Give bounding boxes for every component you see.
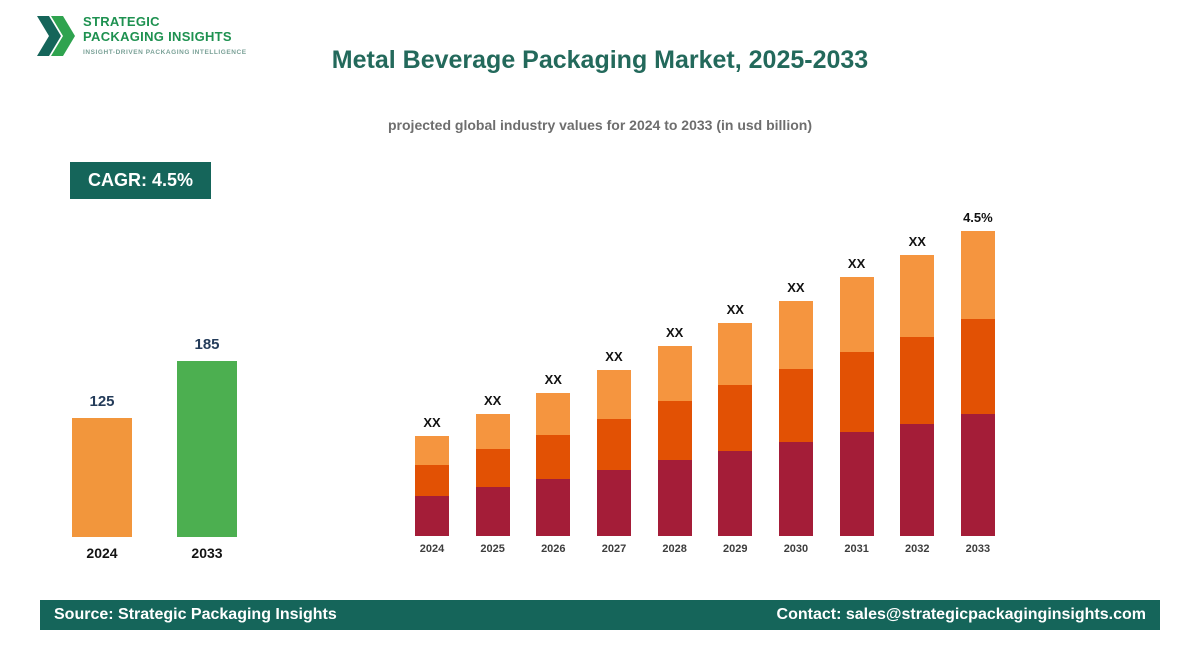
top-segment-2029 <box>718 323 753 385</box>
stacked-bar-value-label: XX <box>605 349 623 364</box>
stacked-bar-2033 <box>960 231 995 536</box>
stacked-bar-2031 <box>839 277 874 536</box>
middle-segment-2026 <box>536 435 571 479</box>
stacked-bar-value-label: XX <box>544 372 562 387</box>
stacked-bar-value-label: XX <box>423 415 441 430</box>
middle-segment-2027 <box>596 419 631 470</box>
growth-bar-group-2033: 185 2033 <box>177 336 237 562</box>
stacked-bar-group-2026: XX 2026 <box>536 372 571 556</box>
bottom-segment-2032 <box>900 424 935 536</box>
middle-segment-2033 <box>960 319 995 414</box>
top-segment-2030 <box>778 301 813 369</box>
stacked-bar-group-2029: XX 2029 <box>718 302 753 556</box>
stacked-bar-year-label: 2028 <box>662 543 687 555</box>
growth-bar-value: 125 <box>89 393 115 410</box>
stacked-bar-group-2030: XX 2030 <box>778 280 813 556</box>
growth-bar-2024 <box>72 418 132 537</box>
stacked-bar-year-label: 2026 <box>541 543 566 555</box>
middle-segment-2029 <box>718 385 753 451</box>
top-segment-2032 <box>900 255 935 337</box>
stacked-bar-year-label: 2027 <box>601 543 627 555</box>
top-segment-2025 <box>475 414 510 449</box>
stacked-bar-2025 <box>475 414 510 536</box>
footer-contact: Contact: sales@strategicpackaginginsight… <box>776 606 1146 623</box>
stacked-bar-year-label: 2025 <box>480 543 505 555</box>
growth-bar-year-label: 2024 <box>86 545 118 561</box>
stacked-bar-value-label: XX <box>787 280 805 295</box>
stacked-bar-group-2033: 4.5% 2033 <box>960 210 995 556</box>
stacked-bar-value-label: XX <box>726 302 744 317</box>
stacked-bar-2030 <box>778 301 813 536</box>
top-segment-2024 <box>415 436 449 465</box>
top-segment-2028 <box>657 346 692 401</box>
stacked-bar-value-label: XX <box>483 393 502 408</box>
page-title: Metal Beverage Packaging Market, 2025-20… <box>331 46 869 74</box>
stacked-bar-year-label: 2031 <box>844 543 869 555</box>
brand-name-line1: STRATEGIC <box>83 14 160 29</box>
stacked-bar-value-label: XX <box>847 256 866 271</box>
stacked-bar-year-label: 2024 <box>419 543 445 555</box>
bottom-segment-2025 <box>475 487 510 536</box>
middle-segment-2032 <box>900 337 935 424</box>
bottom-segment-2033 <box>960 414 995 536</box>
stacked-bar-2027 <box>596 370 631 536</box>
stacked-bar-2024 <box>415 436 449 536</box>
stacked-bar-group-2028: XX 2028 <box>657 325 692 556</box>
stacked-bar-2028 <box>657 346 692 536</box>
stacked-bar-2032 <box>900 255 935 536</box>
brand-chevron-icon <box>37 16 75 56</box>
footer-source: Source: Strategic Packaging Insights <box>54 606 337 623</box>
stacked-bar-value-label: XX <box>665 325 684 340</box>
stacked-bar-chart: XX 2024 XX 2025 XX 2026 XX 2027 XX 2028 XX 2029 XX 20… <box>415 210 995 556</box>
middle-segment-2025 <box>475 449 510 487</box>
stacked-bar-group-2032: XX 2032 <box>900 234 935 556</box>
top-segment-2033 <box>960 231 995 319</box>
bottom-segment-2024 <box>415 496 449 536</box>
middle-segment-2024 <box>415 465 449 496</box>
stacked-bar-group-2025: XX 2025 <box>475 393 510 556</box>
stacked-bar-group-2031: XX 2031 <box>839 256 874 556</box>
stacked-bar-group-2027: XX 2027 <box>596 349 631 556</box>
middle-segment-2028 <box>657 401 692 460</box>
cagr-badge: CAGR: 4.5% <box>70 162 212 199</box>
top-segment-2027 <box>596 370 631 419</box>
top-segment-2026 <box>536 393 571 435</box>
brand-tagline: INSIGHT-DRIVEN PACKAGING INTELLIGENCE <box>83 48 247 56</box>
middle-segment-2031 <box>839 352 874 432</box>
bottom-segment-2027 <box>596 470 631 536</box>
brand-logo: STRATEGIC PACKAGING INSIGHTS INSIGHT-DRI… <box>35 12 247 60</box>
brand-text: STRATEGIC PACKAGING INSIGHTS INSIGHT-DRI… <box>83 12 247 56</box>
top-segment-2031 <box>839 277 874 352</box>
bottom-segment-2026 <box>536 479 571 536</box>
stacked-bar-year-label: 2032 <box>905 543 930 555</box>
middle-segment-2030 <box>778 369 813 442</box>
growth-bar-year-label: 2033 <box>191 545 223 561</box>
page-subtitle: projected global industry values for 202… <box>388 117 812 133</box>
stacked-bar-value-label: 4.5% <box>963 210 993 225</box>
growth-bar-2033 <box>177 361 237 537</box>
growth-bar-value: 185 <box>194 336 220 353</box>
stacked-bar-group-2024: XX 2024 <box>415 415 449 556</box>
footer-bar: Source: Strategic Packaging Insights Con… <box>40 600 1160 630</box>
bottom-segment-2030 <box>778 442 813 536</box>
stacked-bar-2029 <box>718 323 753 536</box>
bottom-segment-2029 <box>718 451 753 536</box>
stacked-bar-2026 <box>536 393 571 536</box>
stacked-bar-year-label: 2029 <box>723 543 748 555</box>
bottom-segment-2028 <box>657 460 692 536</box>
stacked-bar-year-label: 2033 <box>965 543 991 555</box>
growth-comparison-chart: 125 2024 185 2033 <box>72 336 237 562</box>
bottom-segment-2031 <box>839 432 874 536</box>
stacked-bar-year-label: 2030 <box>783 543 809 555</box>
growth-bar-group-2024: 125 2024 <box>72 393 132 562</box>
brand-name-line2: PACKAGING INSIGHTS <box>83 29 232 45</box>
stacked-bar-value-label: XX <box>908 234 926 249</box>
